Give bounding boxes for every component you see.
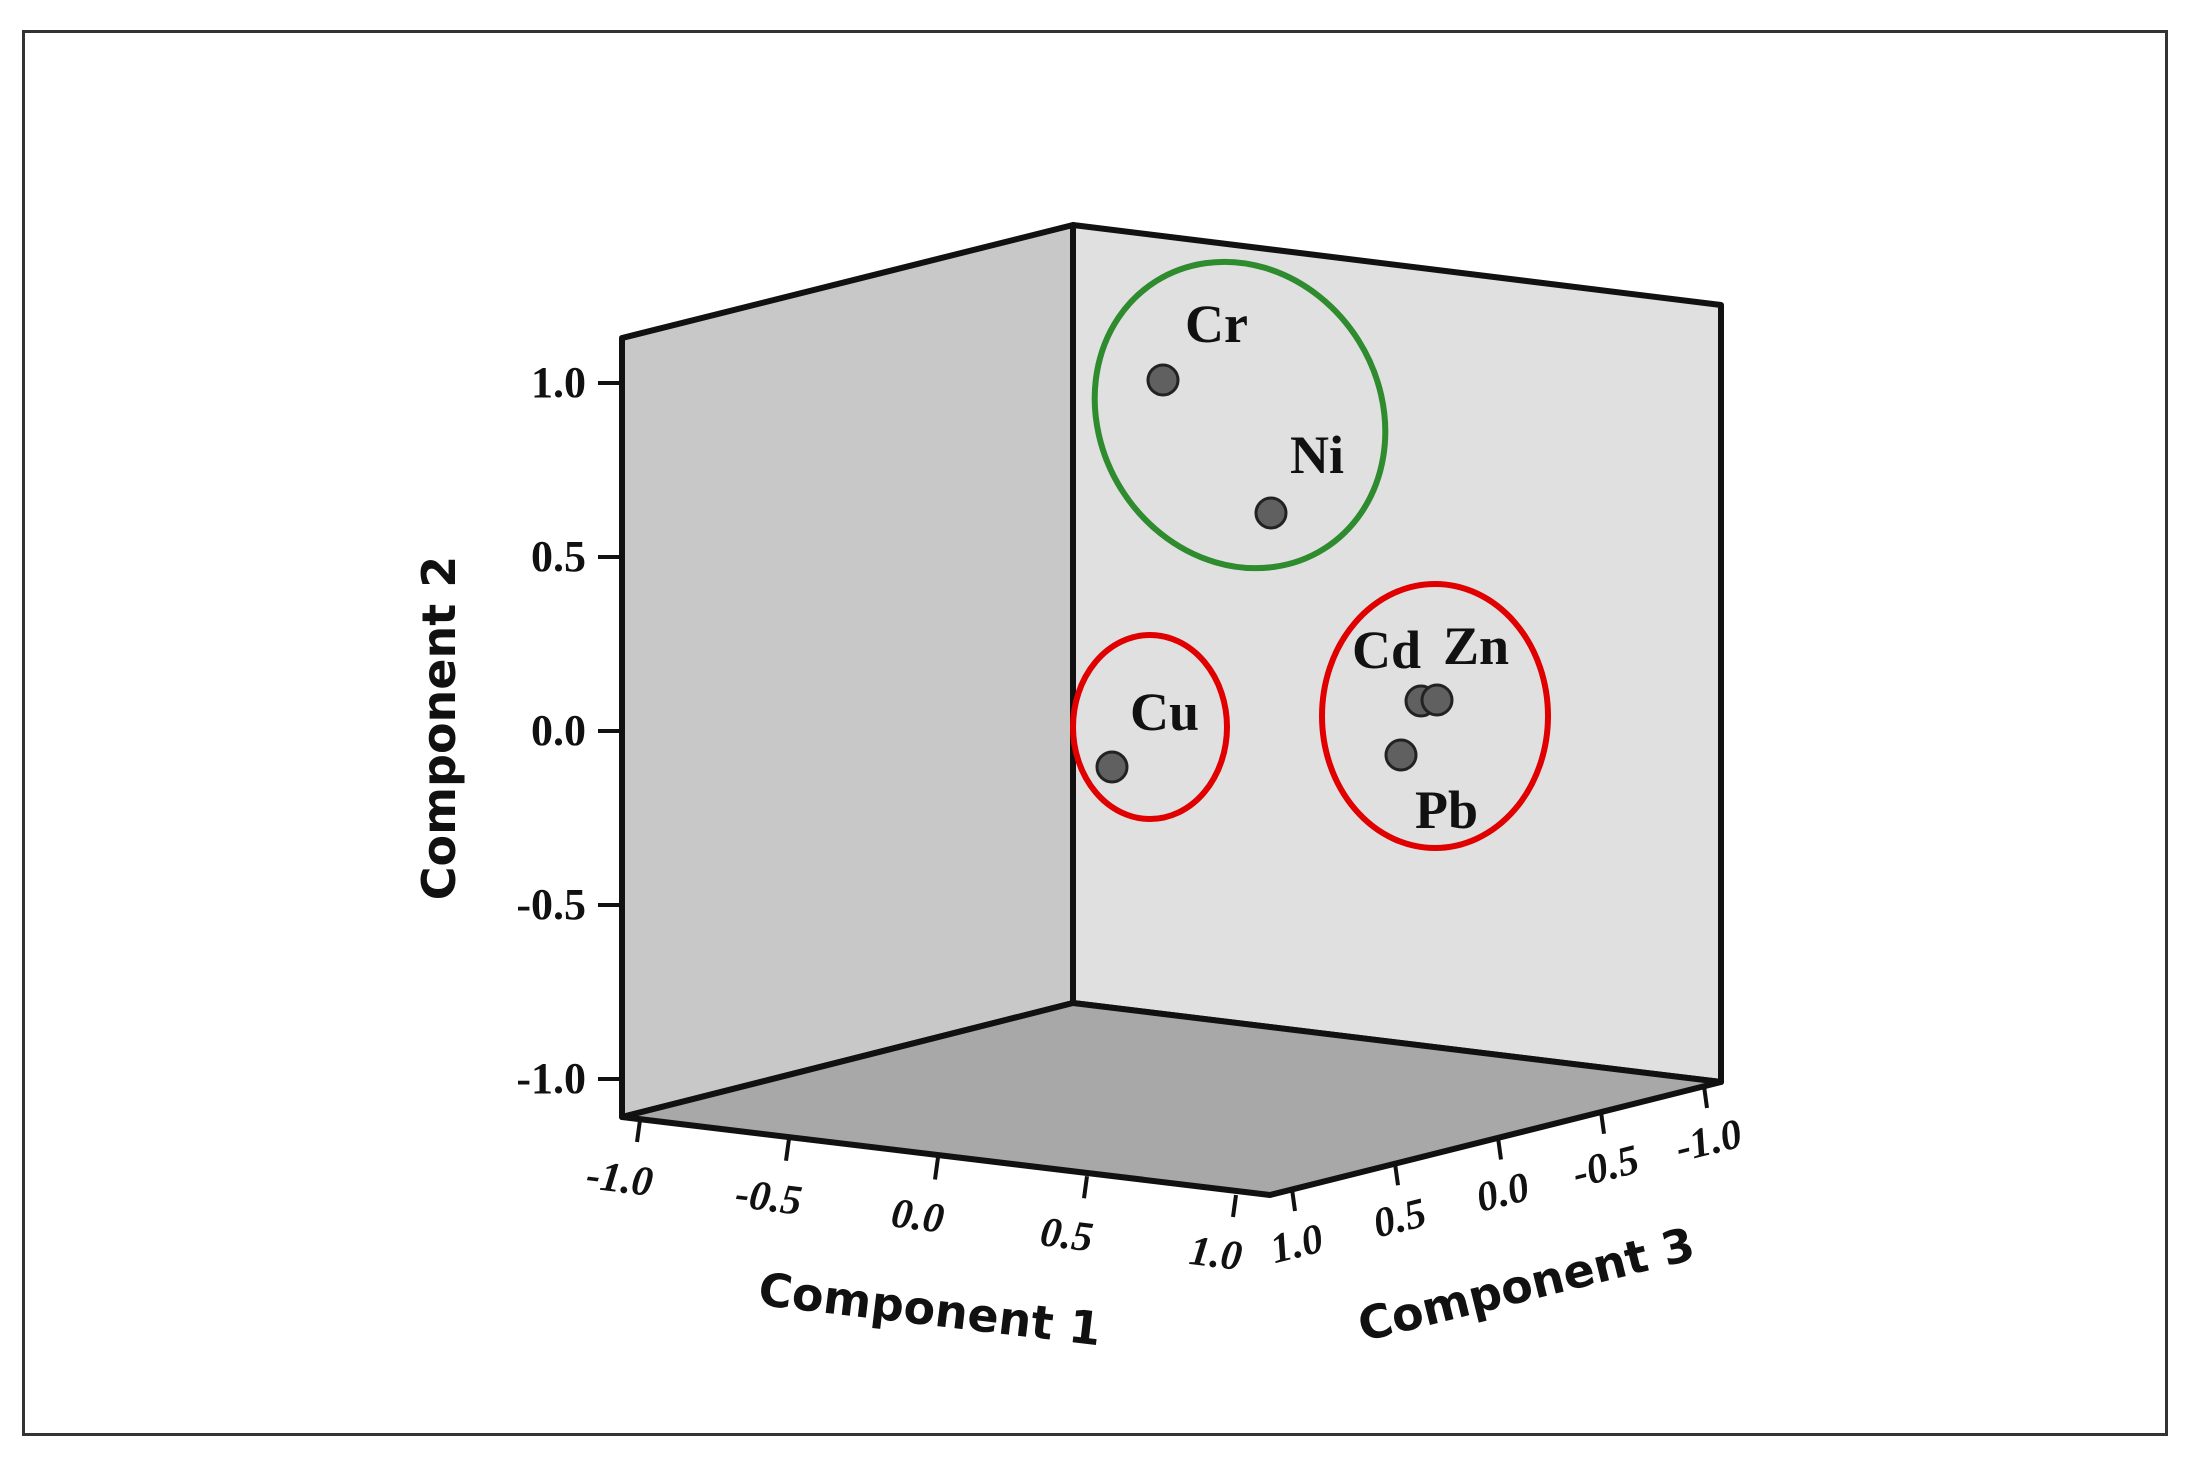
point-label-cd: Cd bbox=[1352, 620, 1421, 680]
x-tick-mark bbox=[784, 1138, 791, 1162]
cluster-ellipse-cr-ni bbox=[1091, 258, 1389, 572]
point-ni bbox=[1254, 496, 1288, 530]
point-label-pb: Pb bbox=[1415, 780, 1478, 840]
point-label-zn: Zn bbox=[1443, 616, 1509, 676]
floor-front-edge-z bbox=[1269, 1079, 1722, 1198]
left-wall bbox=[619, 222, 1076, 1120]
x-tick-label: -1.0 bbox=[584, 1152, 656, 1206]
y-axis-title: Component 2 bbox=[412, 556, 466, 901]
z-tick-label: 0.5 bbox=[1369, 1190, 1431, 1247]
z-tick-mark bbox=[1290, 1188, 1297, 1212]
x-tick-mark bbox=[1082, 1175, 1089, 1199]
cluster-ellipse-cd-zn-pb bbox=[1319, 581, 1551, 851]
x-tick-mark bbox=[635, 1119, 642, 1143]
z-tick-mark bbox=[1702, 1085, 1709, 1109]
point-cu bbox=[1095, 750, 1129, 784]
z-tick-label: 0.0 bbox=[1472, 1164, 1534, 1221]
point-label-cr: Cr bbox=[1185, 294, 1248, 354]
y-axis-ticks: 1.0 0.5 0.0 -0.5 -1.0 bbox=[516, 358, 622, 1103]
data-points: Cr Ni Cu Cd Zn Pb bbox=[1095, 294, 1509, 840]
x-tick-mark bbox=[1231, 1194, 1238, 1218]
z-tick-label: -1.0 bbox=[1671, 1111, 1747, 1172]
y-tick-label: 1.0 bbox=[531, 358, 586, 407]
cluster-ellipse-cu bbox=[1070, 632, 1230, 822]
z-tick-label: -0.5 bbox=[1568, 1137, 1644, 1198]
point-pb bbox=[1384, 738, 1418, 772]
floor-front-edge-x bbox=[621, 1114, 1271, 1198]
x-tick-label: 1.0 bbox=[1187, 1228, 1245, 1280]
y-tick-label: 0.5 bbox=[531, 532, 586, 581]
point-cr bbox=[1146, 363, 1180, 397]
y-tick-label: -0.5 bbox=[516, 880, 586, 929]
z-axis-ticks: 1.0 0.5 0.0 -0.5 -1.0 bbox=[1266, 1085, 1747, 1273]
x-tick-label: -0.5 bbox=[733, 1171, 805, 1225]
x-tick-label: 0.0 bbox=[889, 1191, 947, 1243]
point-label-cu: Cu bbox=[1130, 682, 1199, 742]
z-tick-label: 1.0 bbox=[1266, 1216, 1328, 1273]
cluster-ellipses bbox=[1070, 258, 1551, 851]
point-label-ni: Ni bbox=[1290, 425, 1344, 485]
x-axis-ticks: -1.0 -0.5 0.0 0.5 1.0 bbox=[584, 1119, 1245, 1280]
y-tick-label: -1.0 bbox=[516, 1054, 586, 1103]
x-tick-mark bbox=[933, 1157, 940, 1180]
z-tick-mark bbox=[1599, 1111, 1606, 1135]
x-tick-label: 0.5 bbox=[1038, 1209, 1096, 1261]
y-tick-label: 0.0 bbox=[531, 706, 586, 755]
point-zn bbox=[1420, 683, 1454, 717]
z-tick-mark bbox=[1393, 1162, 1400, 1186]
z-tick-mark bbox=[1496, 1137, 1503, 1160]
x-axis-title: Component 1 bbox=[756, 1262, 1105, 1356]
